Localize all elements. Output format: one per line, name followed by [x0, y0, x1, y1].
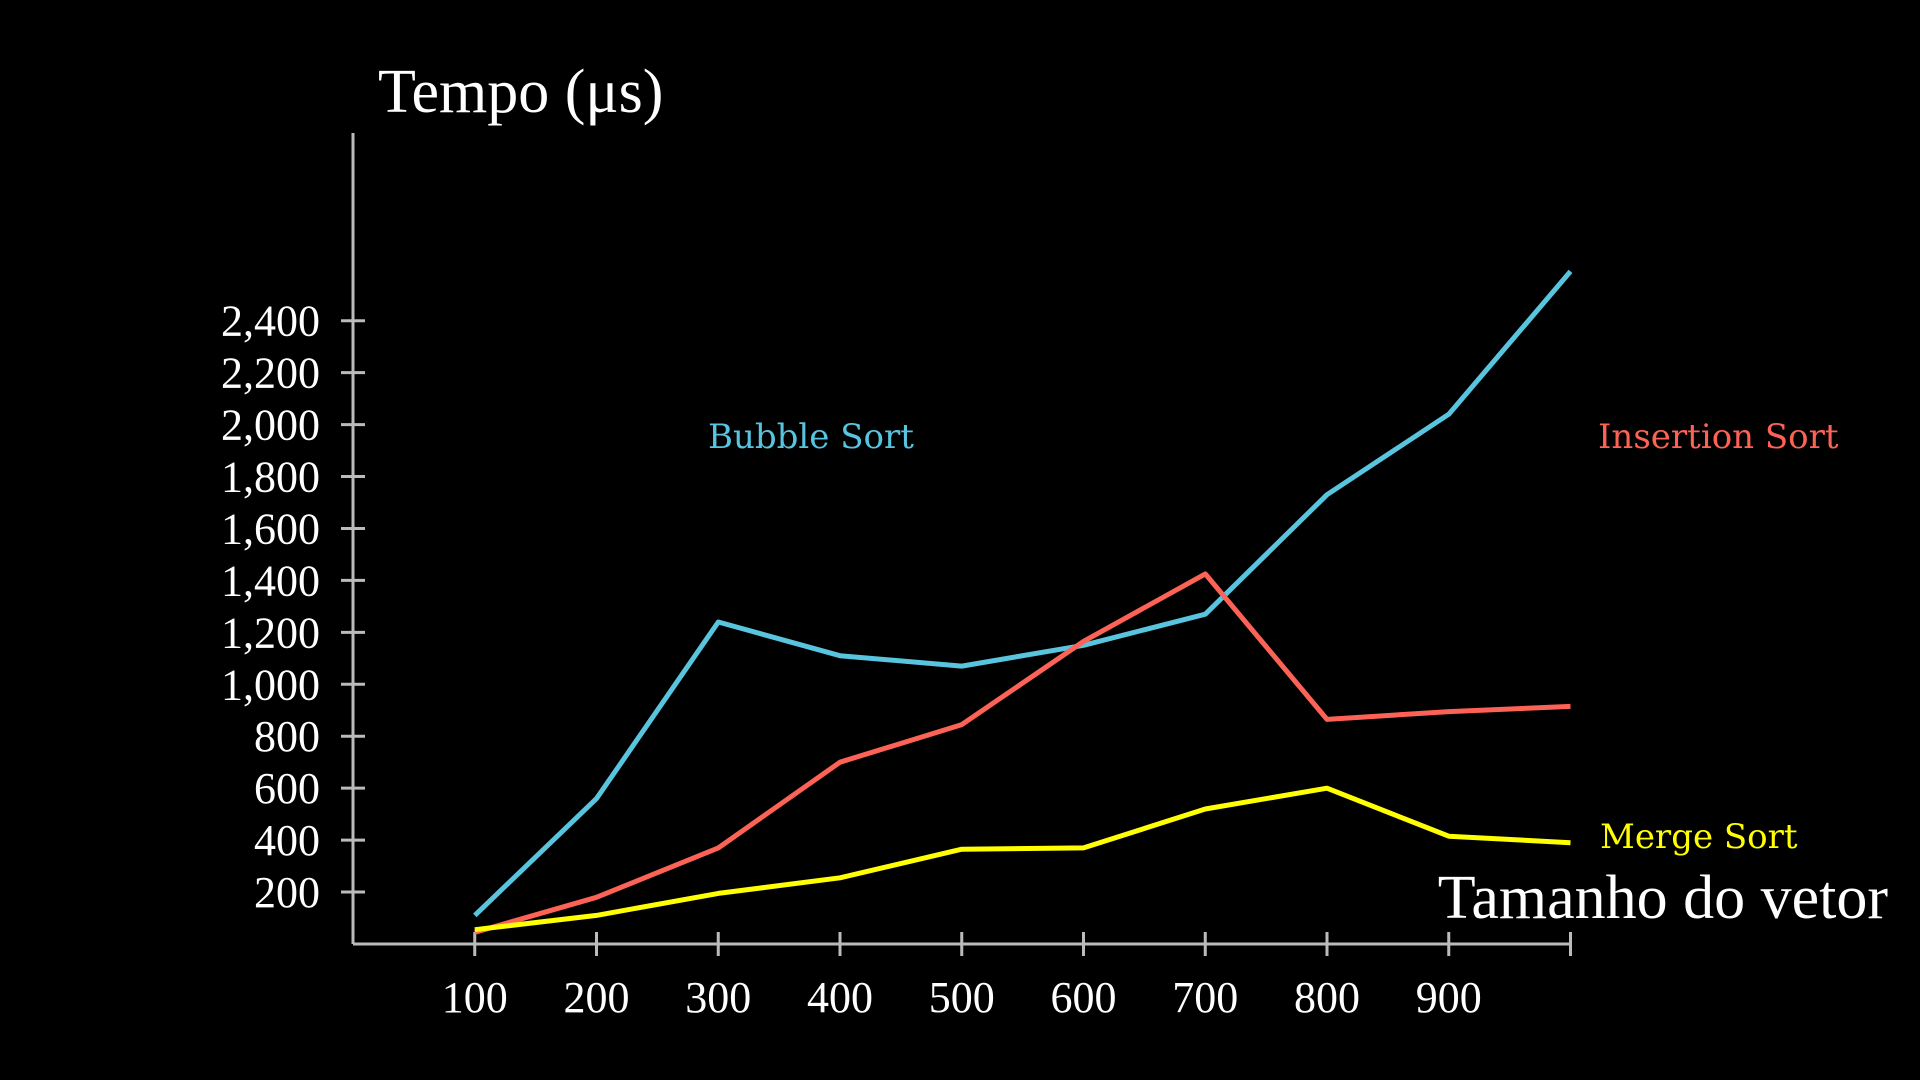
axes: [351, 133, 1571, 946]
y-tick-label: 1,400: [221, 556, 320, 605]
y-tick-label: 800: [254, 712, 320, 761]
x-tick-label: 800: [1294, 973, 1360, 1022]
x-tick-label: 700: [1172, 973, 1238, 1022]
y-ticks: 2004006008001,0001,2001,4001,6001,8002,0…: [221, 297, 365, 917]
x-tick-label: 300: [685, 973, 751, 1022]
y-tick-label: 2,200: [221, 349, 320, 398]
x-tick-label: 500: [929, 973, 995, 1022]
y-tick-label: 1,800: [221, 453, 320, 502]
x-tick-label: 600: [1051, 973, 1117, 1022]
y-tick-label: 2,400: [221, 297, 320, 346]
x-tick-label: 900: [1416, 973, 1482, 1022]
series-line-insertion-sort: [474, 571, 1571, 935]
y-tick-label: 2,000: [221, 401, 320, 450]
series-labels: Bubble Sort Insertion Sort Merge Sort: [708, 417, 1839, 857]
x-tick-label: 200: [564, 973, 630, 1022]
x-tick-label: 400: [807, 973, 873, 1022]
x-tick-label: 100: [442, 973, 508, 1022]
y-tick-label: 600: [254, 764, 320, 813]
series-line-bubble-sort: [473, 269, 1573, 918]
series-label-insertion-sort: Insertion Sort: [1598, 417, 1839, 457]
series-lines: [473, 269, 1573, 935]
y-tick-label: 1,600: [221, 504, 320, 553]
series-label-bubble-sort: Bubble Sort: [708, 417, 914, 457]
series-line-merge-sort: [474, 785, 1571, 933]
y-tick-label: 1,000: [221, 660, 320, 709]
x-ticks: 100 200 300 400 500 600 700 800 900: [442, 932, 1572, 1022]
series-label-merge-sort: Merge Sort: [1600, 817, 1798, 857]
y-tick-label: 200: [254, 868, 320, 917]
x-axis-label: Tamanho do vetor: [1438, 864, 1889, 932]
y-axis-label: Tempo (μs): [378, 58, 663, 126]
y-tick-label: 400: [254, 816, 320, 865]
y-tick-label: 1,200: [221, 608, 320, 657]
